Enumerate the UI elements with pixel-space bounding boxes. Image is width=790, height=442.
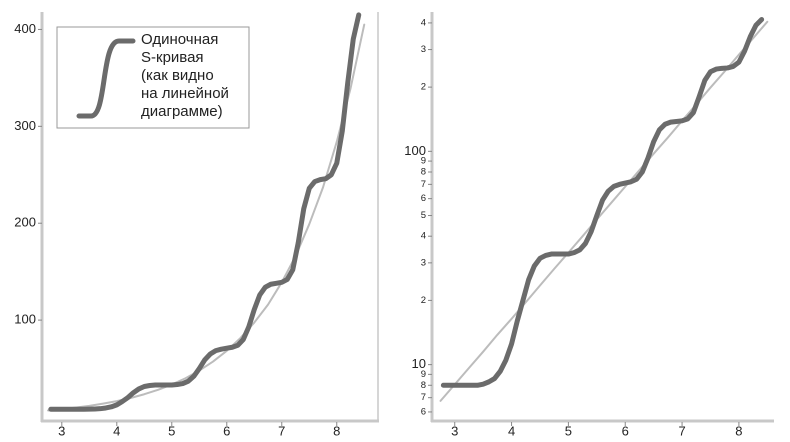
y-tick-label: 200	[14, 215, 36, 230]
x-tick-label: 6	[223, 423, 230, 438]
series-line	[48, 12, 362, 412]
y-tick-label: 6	[421, 406, 426, 417]
y-tick-label: 2	[421, 295, 426, 306]
x-tick-label: 8	[735, 423, 742, 438]
series-line	[440, 17, 765, 388]
y-tick-label: 3	[421, 257, 426, 268]
y-tick-label: 7	[421, 179, 426, 190]
y-tick-label: 400	[14, 21, 36, 36]
x-tick-label: 7	[678, 423, 685, 438]
x-tick-label: 3	[451, 423, 458, 438]
y-tick-label: 4	[421, 231, 426, 242]
y-tick-label: 10	[412, 356, 426, 371]
series-line	[47, 23, 366, 412]
y-tick-label: 3	[421, 44, 426, 55]
y-tick-label: 8	[421, 380, 426, 391]
x-tick-label: 5	[565, 423, 572, 438]
y-tick-label: 6	[421, 193, 426, 204]
x-tick-label: 5	[168, 423, 175, 438]
panel: 100 200 300 400 3 4 5 6 7 8 Одиночная S-кривая (ка…	[14, 12, 379, 438]
series-line	[439, 20, 769, 402]
x-tick-label: 8	[333, 423, 340, 438]
legend-entry: Одиночная S-кривая (как видно на линейно…	[141, 31, 229, 120]
x-tick-label: 3	[58, 423, 65, 438]
x-tick-label: 4	[113, 423, 120, 438]
y-tick-label: 100	[404, 143, 426, 158]
y-tick-label: 4	[421, 17, 426, 28]
x-tick-label: 4	[508, 423, 515, 438]
legend-swatch	[76, 38, 136, 119]
y-tick-label: 5	[421, 210, 426, 221]
x-tick-label: 7	[278, 423, 285, 438]
legend-label: Одиночная S-кривая (как видно на линейно…	[141, 31, 229, 120]
y-tick-label: 8	[421, 167, 426, 178]
legend-box	[56, 26, 250, 129]
y-tick-label: 2	[421, 82, 426, 93]
y-tick-label: 100	[14, 312, 36, 327]
y-tick-label: 9	[421, 369, 426, 380]
x-tick-label: 6	[622, 423, 629, 438]
y-tick-label: 9	[421, 156, 426, 167]
y-tick-label: 7	[421, 392, 426, 403]
y-tick-label: 300	[14, 118, 36, 133]
